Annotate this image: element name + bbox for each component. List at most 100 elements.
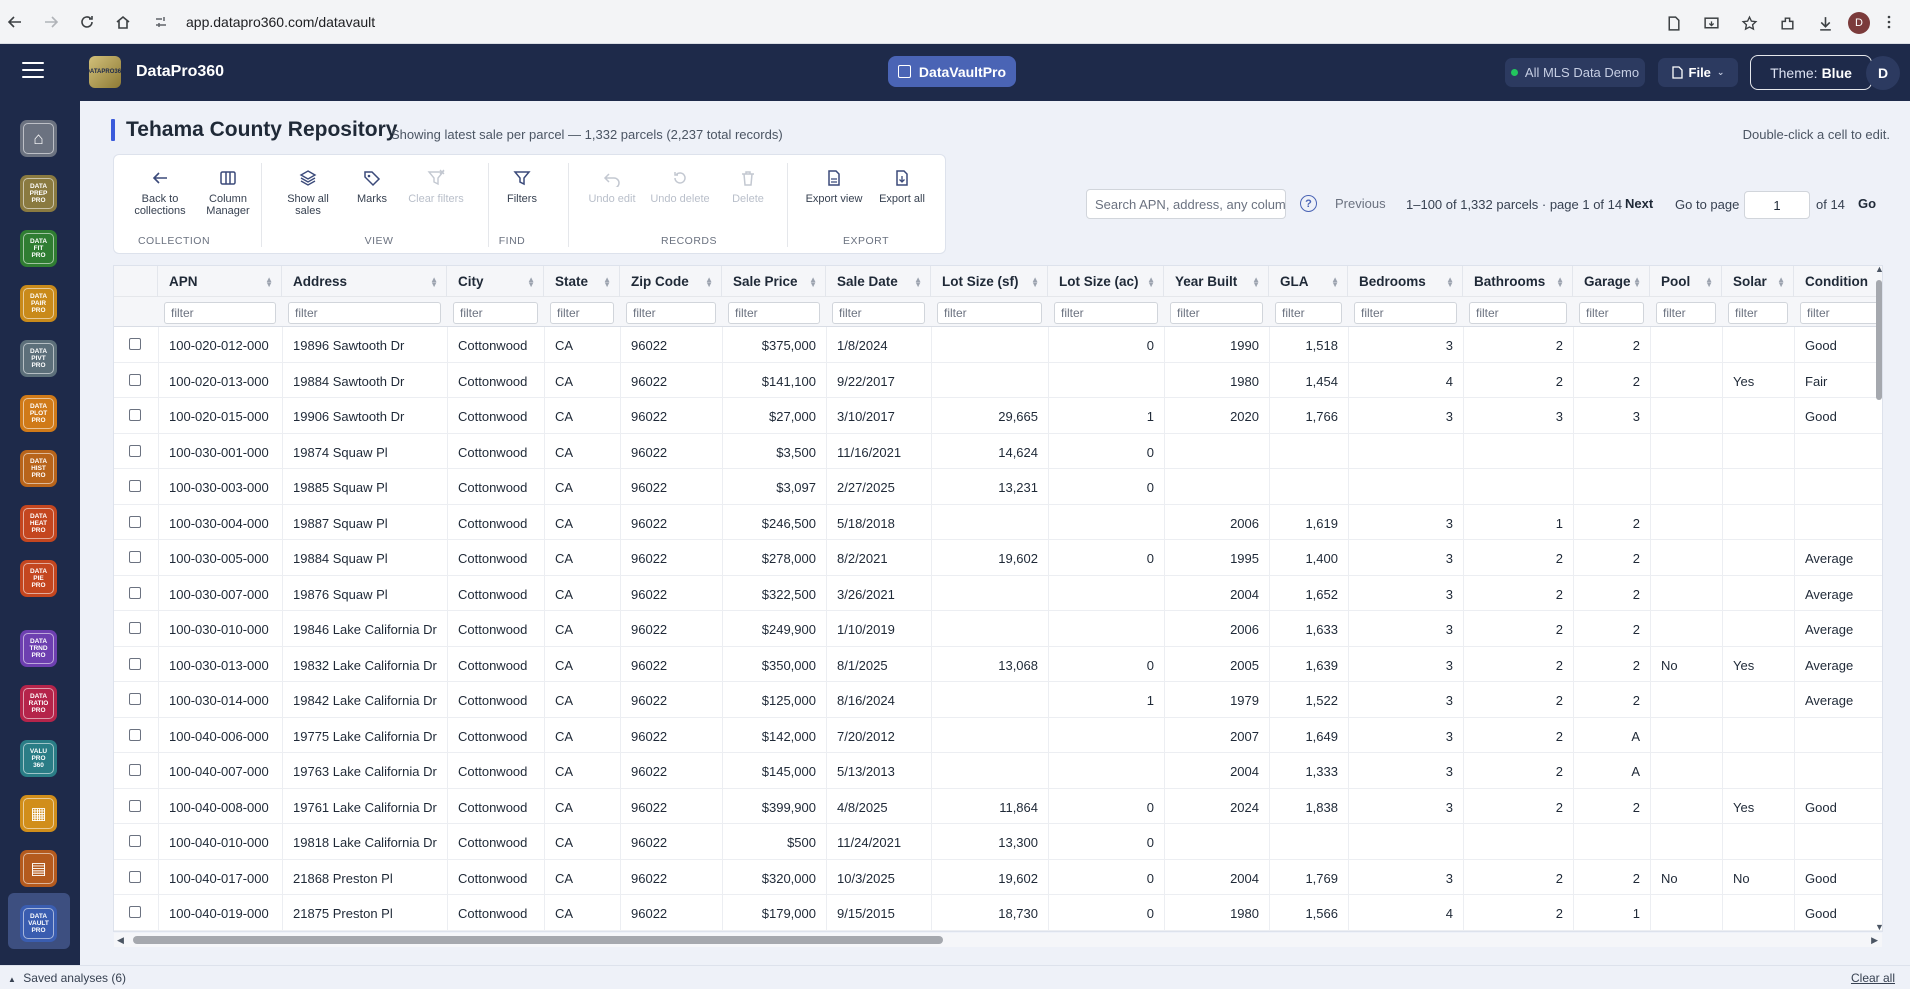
column-filter-input[interactable]: filter (453, 302, 538, 324)
table-cell[interactable]: 2 (1555, 586, 1563, 602)
row-checkbox[interactable] (129, 480, 141, 492)
table-cell[interactable]: Good (1805, 409, 1837, 424)
table-cell[interactable] (1661, 753, 1719, 788)
table-cell[interactable]: 9/15/2015 (837, 906, 895, 921)
table-cell[interactable]: 96022 (631, 373, 668, 389)
table-cell[interactable]: 2 (1555, 622, 1563, 637)
table-cell[interactable]: 1,566 (1305, 906, 1338, 921)
table-cell[interactable]: $142,000 (761, 728, 816, 744)
table-cell[interactable]: Average (1805, 586, 1854, 602)
table-cell[interactable]: 19,602 (998, 551, 1038, 566)
table-cell[interactable]: 1,333 (1305, 764, 1338, 779)
table-cell[interactable]: 19842 Lake California Dr (293, 693, 437, 708)
table-cell[interactable]: CA (555, 551, 574, 566)
table-cell[interactable]: 8/16/2024 (837, 693, 895, 708)
table-row[interactable]: 100-030-001-000 19874 Squaw Pl Cottonwood C… (114, 434, 1882, 469)
sidebar-item-valu-pro-360[interactable]: VALU PRO 360 (20, 740, 57, 777)
sort-icon[interactable]: ▲ ▼ (1331, 275, 1339, 289)
reload-icon[interactable] (72, 7, 102, 37)
table-cell[interactable]: 2 (1555, 693, 1563, 708)
table-cell[interactable]: 1,769 (1305, 870, 1338, 886)
sidebar-item-grid-app[interactable]: ▦ (20, 795, 57, 832)
table-cell[interactable]: 96022 (631, 835, 668, 850)
table-cell[interactable]: 10/3/2025 (837, 870, 895, 886)
table-cell[interactable]: 100-030-014-000 (169, 693, 269, 708)
table-cell[interactable]: CA (555, 409, 574, 424)
table-cell[interactable] (931, 363, 1038, 398)
table-cell[interactable]: 13,300 (998, 835, 1038, 850)
datavault-pill[interactable]: DataVaultPro (888, 56, 1016, 87)
table-cell[interactable]: 19876 Squaw Pl (293, 586, 388, 602)
table-cell[interactable]: 100-040-008-000 (169, 799, 269, 815)
table-row[interactable]: 100-040-006-000 19775 Lake California Dr C… (114, 718, 1882, 753)
table-cell[interactable]: $322,500 (761, 586, 816, 602)
column-header[interactable]: Condition (1794, 266, 1882, 297)
toolbar-button-filters[interactable]: Filters (490, 169, 554, 205)
table-row[interactable]: 100-030-010-000 19846 Lake California Dr C… (114, 611, 1882, 647)
table-cell[interactable]: $350,000 (761, 657, 816, 673)
table-cell[interactable]: CA (555, 835, 574, 850)
scroll-right-arrow-icon[interactable]: ▶ (1871, 935, 1878, 945)
table-cell[interactable]: 96022 (631, 551, 668, 566)
table-row[interactable]: 100-020-015-000 19906 Sawtooth Dr Cottonwo… (114, 398, 1882, 434)
table-cell[interactable] (1269, 824, 1338, 859)
table-cell[interactable] (1661, 611, 1719, 646)
table-cell[interactable]: 2 (1555, 870, 1563, 886)
table-cell[interactable]: 13,231 (998, 480, 1038, 495)
sort-icon[interactable]: ▲ ▼ (1556, 275, 1564, 289)
table-cell[interactable]: 1,619 (1305, 515, 1338, 531)
help-icon[interactable]: ? (1300, 195, 1317, 212)
table-cell[interactable] (1733, 469, 1791, 504)
table-cell[interactable]: 14,624 (998, 444, 1038, 460)
table-cell[interactable] (1048, 753, 1154, 788)
table-cell[interactable]: 1,639 (1305, 657, 1338, 673)
table-cell[interactable]: 2020 (1230, 409, 1259, 424)
table-cell[interactable] (931, 753, 1038, 788)
column-filter-input[interactable]: filter (1579, 302, 1644, 324)
column-filter-input[interactable]: filter (626, 302, 716, 324)
toolbar-button-marks[interactable]: Marks (340, 169, 404, 205)
table-cell[interactable]: CA (555, 693, 574, 708)
table-cell[interactable]: 96022 (631, 728, 668, 744)
table-cell[interactable]: CA (555, 338, 574, 353)
table-cell[interactable]: $125,000 (761, 693, 816, 708)
row-checkbox[interactable] (129, 835, 141, 847)
table-cell[interactable] (1733, 398, 1791, 433)
table-cell[interactable] (1164, 434, 1259, 469)
table-cell[interactable]: 3 (1445, 515, 1453, 531)
column-filter-input[interactable]: filter (937, 302, 1042, 324)
sidebar-item-report-app[interactable]: ▤ (20, 850, 57, 887)
column-filter-input[interactable]: filter (1275, 302, 1342, 324)
table-cell[interactable] (1733, 540, 1791, 575)
table-cell[interactable]: Good (1805, 906, 1837, 921)
table-cell[interactable]: 2 (1555, 764, 1563, 779)
row-checkbox[interactable] (129, 586, 141, 599)
user-avatar[interactable]: D (1866, 56, 1900, 90)
table-cell[interactable]: 100-030-007-000 (169, 586, 269, 602)
table-cell[interactable]: Cottonwood (458, 373, 528, 389)
table-cell[interactable]: 11/24/2021 (837, 835, 902, 850)
home-icon[interactable] (108, 7, 138, 37)
browser-profile-avatar[interactable]: D (1848, 12, 1870, 34)
table-cell[interactable]: 100-030-001-000 (169, 444, 269, 460)
table-cell[interactable] (1348, 469, 1453, 504)
sort-icon[interactable]: ▲ ▼ (265, 275, 273, 289)
table-cell[interactable]: 1 (1146, 693, 1154, 708)
table-cell[interactable]: 100-040-010-000 (169, 835, 269, 850)
column-filter-input[interactable]: filter (1170, 302, 1263, 324)
table-cell[interactable]: 8/2/2021 (837, 551, 888, 566)
table-cell[interactable] (1164, 824, 1259, 859)
column-header[interactable]: Sale Price ▲ ▼ (722, 266, 826, 297)
table-cell[interactable]: CA (555, 799, 574, 815)
table-cell[interactable]: Good (1805, 799, 1837, 815)
row-checkbox[interactable] (129, 764, 141, 776)
table-cell[interactable]: 19884 Squaw Pl (293, 551, 388, 566)
search-input[interactable]: Search APN, address, any column (1086, 189, 1286, 219)
table-cell[interactable]: 0 (1146, 551, 1154, 566)
sidebar-item-data-heat-pro[interactable]: DATA HEAT PRO (20, 505, 57, 542)
column-header[interactable]: Zip Code ▲ ▼ (620, 266, 722, 297)
column-filter-input[interactable]: filter (1469, 302, 1567, 324)
table-cell[interactable]: 3 (1445, 764, 1453, 779)
sort-icon[interactable]: ▲ ▼ (705, 275, 713, 289)
sort-icon[interactable]: ▲ ▼ (1031, 275, 1039, 289)
